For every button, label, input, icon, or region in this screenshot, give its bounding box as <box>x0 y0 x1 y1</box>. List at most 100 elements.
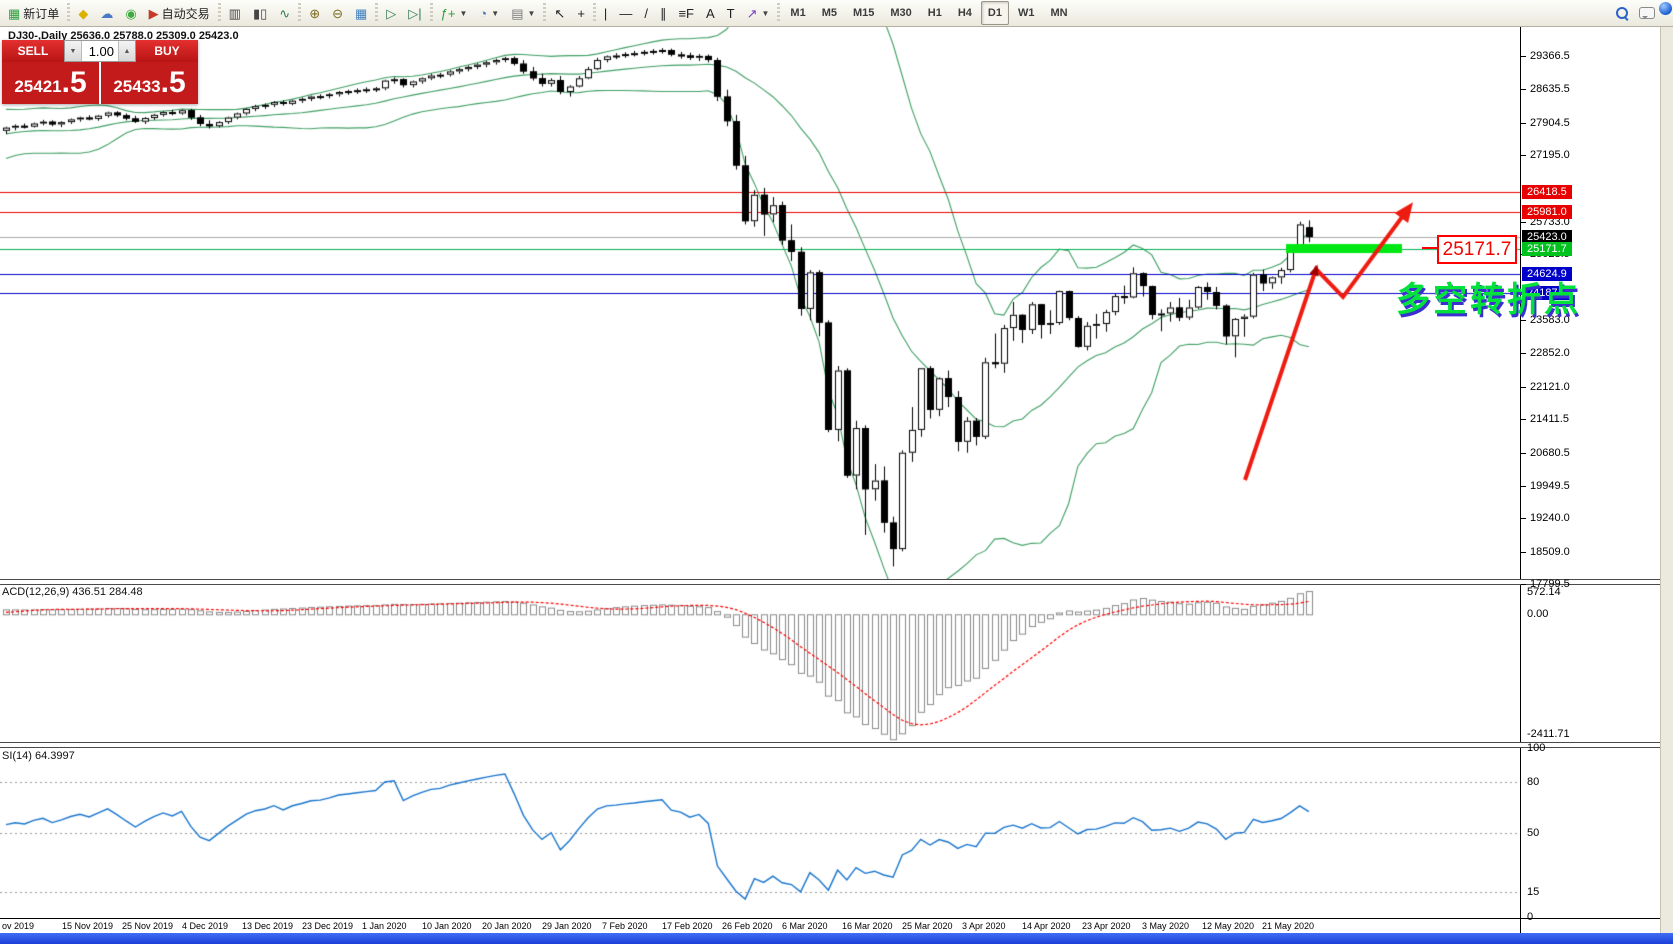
templates-button[interactable]: ▤ ▼ <box>506 1 540 25</box>
price-badge: 25171.7 <box>1522 241 1572 256</box>
tile-windows-button[interactable]: ▦ <box>350 1 372 25</box>
toolbar-buttons: ▦ 新订单 ◆ ☁ ◉ ▶ 自动交易 ▥ ▮▯ ∿ ⊕ ⊖ ▦ ▷ ▷| ƒ+ ▼ ◔ ▼ ▤ ▼ ↖ + | — / ∥ ≡F A T ↗… <box>0 0 1616 26</box>
auto-scroll-button[interactable]: ▷ <box>381 1 401 25</box>
bid-main: 25421 <box>14 77 62 96</box>
chart-symbol-ohlc: DJ30-,Daily 25636.0 25788.0 25309.0 2542… <box>8 30 239 42</box>
price-tick: 29366.5 <box>1521 50 1570 62</box>
search-icon[interactable] <box>1616 6 1629 21</box>
toolbar-separator <box>217 3 221 23</box>
right-edge-strip <box>1660 0 1673 944</box>
bar-chart-button[interactable]: ▥ <box>224 1 246 25</box>
toolbar-separator <box>592 3 596 23</box>
zoom-in-icon: ⊕ <box>309 5 321 21</box>
price-tick: 22852.0 <box>1521 347 1570 359</box>
timeframe-m1[interactable]: M1 <box>790 7 806 19</box>
candlestick-chart-button[interactable]: ▮▯ <box>248 1 272 25</box>
price-badge: 24187.5 <box>1522 286 1572 301</box>
macd-scale-bottom: -2411.71 <box>1527 728 1570 740</box>
timeframe-d1[interactable]: D1 <box>980 1 1009 25</box>
trendline-icon: / <box>644 5 648 21</box>
toolbar-separator <box>298 3 302 23</box>
horizontal-line-button[interactable]: — <box>614 1 637 25</box>
rsi-label: SI(14) 64.3997 <box>2 750 75 762</box>
community-ball-icon[interactable] <box>1659 2 1672 15</box>
main-chart-canvas[interactable] <box>0 26 1520 579</box>
indicators-icon: ƒ+ <box>440 5 456 21</box>
new-order-button[interactable]: ▦ 新订单 <box>3 1 64 25</box>
text-label-button[interactable]: T <box>722 1 740 25</box>
volume-decrease-button[interactable]: ▼ <box>65 41 82 61</box>
chat-icon[interactable] <box>1639 7 1655 19</box>
time-axis-label: 26 Feb 2020 <box>722 921 773 931</box>
price-tick: 19240.0 <box>1521 512 1570 524</box>
fibonacci-button[interactable]: ≡F <box>673 1 699 25</box>
autotrading-button[interactable]: ▶ 自动交易 <box>144 1 215 25</box>
vertical-line-button[interactable]: | <box>599 1 612 25</box>
price-badge: 26418.5 <box>1522 184 1572 199</box>
macd-scale-zero: 0.00 <box>1527 608 1549 620</box>
toolbar-separator <box>543 3 547 23</box>
tile-windows-icon: ▦ <box>355 5 368 21</box>
turning-point-annotation[interactable]: 多空转折点 <box>1396 281 1581 319</box>
timeframe-w1[interactable]: W1 <box>1017 7 1035 19</box>
time-axis-label: 25 Mar 2020 <box>902 921 953 931</box>
time-axis-label: 20 Jan 2020 <box>482 921 532 931</box>
timeframe-mn[interactable]: MN <box>1050 7 1068 19</box>
ask-price[interactable]: 25433.5 <box>101 62 198 104</box>
time-axis-label: 17 Feb 2020 <box>662 921 713 931</box>
fibonacci-icon: ≡F <box>678 5 694 21</box>
panel-divider-rsi[interactable] <box>0 742 1660 748</box>
templates-icon: ▤ <box>511 5 524 21</box>
cursor-button[interactable]: ↖ <box>549 1 570 25</box>
history-center-button[interactable]: ◆ <box>73 1 93 25</box>
channel-icon: ∥ <box>659 5 667 21</box>
chart-shift-button[interactable]: ▷| <box>403 1 426 25</box>
price-badge: 24624.9 <box>1522 266 1572 281</box>
timeframe-h1[interactable]: H1 <box>927 7 942 19</box>
arrows-button[interactable]: ↗ ▼ <box>742 1 775 25</box>
periods-icon: ◔ <box>479 5 488 21</box>
one-click-trade-panel: SELL ▼ 1.00 ▲ BUY 25421.5 25433.5 <box>2 40 198 104</box>
dropdown-caret-icon: ▼ <box>527 8 536 18</box>
history-center-icon: ◆ <box>78 5 89 21</box>
signals-button[interactable]: ◉ <box>120 1 141 25</box>
price-annotation-label[interactable]: 25171.7 <box>1437 235 1517 264</box>
rsi-canvas[interactable] <box>0 747 1520 918</box>
channel-button[interactable]: ∥ <box>655 1 672 25</box>
toolbar-separator <box>429 3 433 23</box>
time-axis-label: 10 Jan 2020 <box>422 921 472 931</box>
price-axis: 30076.029366.528635.527904.527195.025733… <box>1521 18 1660 919</box>
buy-button[interactable]: BUY <box>136 40 198 62</box>
volume-value[interactable]: 1.00 <box>88 43 114 59</box>
cursor-icon: ↖ <box>554 5 566 21</box>
text-icon: A <box>705 5 715 21</box>
price-tick: 18509.0 <box>1521 546 1570 558</box>
time-axis-border <box>0 918 1660 919</box>
bid-frac: .5 <box>61 66 87 99</box>
zoom-out-icon: ⊖ <box>332 5 343 21</box>
timeframe-m30[interactable]: M30 <box>890 7 912 19</box>
timeframe-m5[interactable]: M5 <box>821 7 837 19</box>
price-tick: 27904.5 <box>1521 117 1570 129</box>
bid-price[interactable]: 25421.5 <box>2 62 101 104</box>
text-button[interactable]: A <box>701 1 720 25</box>
rsi-scale-label: 50 <box>1527 826 1540 839</box>
community-button[interactable]: ☁ <box>95 1 118 25</box>
line-chart-button[interactable]: ∿ <box>274 1 295 25</box>
crosshair-button[interactable]: + <box>572 1 590 25</box>
zoom-in-button[interactable]: ⊕ <box>304 1 325 25</box>
sell-button[interactable]: SELL <box>2 40 64 62</box>
panel-divider-macd[interactable] <box>0 579 1660 585</box>
timeframe-m15[interactable]: M15 <box>852 7 875 19</box>
zoom-out-button[interactable]: ⊖ <box>327 1 348 25</box>
price-tick: 21411.5 <box>1521 413 1569 425</box>
time-axis-label: 21 May 2020 <box>1262 921 1315 931</box>
periods-button[interactable]: ◔ ▼ <box>474 1 504 25</box>
trendline-button[interactable]: / <box>639 1 653 25</box>
time-axis-label: 13 Dec 2019 <box>242 921 294 931</box>
volume-increase-button[interactable]: ▲ <box>118 41 135 61</box>
macd-canvas[interactable] <box>0 584 1520 742</box>
indicators-button[interactable]: ƒ+ ▼ <box>436 1 473 25</box>
timeframe-h4[interactable]: H4 <box>957 7 972 19</box>
